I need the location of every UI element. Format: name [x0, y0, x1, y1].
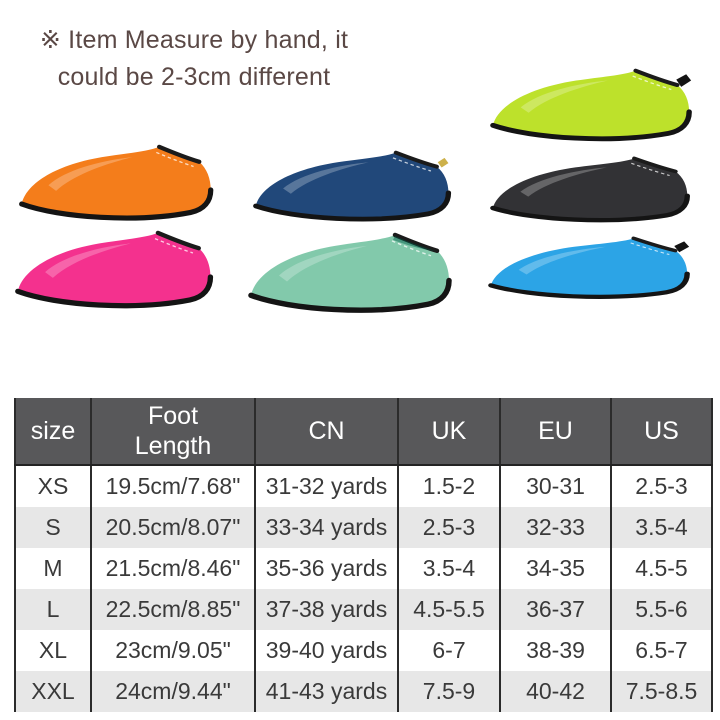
- cell-foot-length: 20.5cm/8.07": [90, 507, 255, 548]
- cell-foot-length: 23cm/9.05": [90, 630, 255, 671]
- col-header-cn: CN: [254, 398, 398, 466]
- shoe-mint-illustration: [245, 232, 465, 327]
- cell-cn: 41-43 yards: [254, 671, 398, 712]
- size-chart-header-row: size Foot Length CN UK EU US: [15, 398, 712, 466]
- cell-us: 3.5-4: [610, 507, 712, 548]
- cell-cn: 37-38 yards: [254, 589, 398, 630]
- cell-eu: 38-39: [499, 630, 611, 671]
- cell-size: XXL: [15, 671, 91, 712]
- shoe-neon-green-illustration: [487, 68, 705, 154]
- col-header-us: US: [610, 398, 712, 466]
- cell-eu: 36-37: [499, 589, 611, 630]
- cell-eu: 40-42: [499, 671, 611, 712]
- cell-uk: 1.5-2: [397, 465, 500, 507]
- shoe-neon-green: [487, 68, 705, 154]
- size-row-xl: XL 23cm/9.05" 39-40 yards 6-7 38-39 6.5-…: [15, 630, 712, 671]
- shoe-pink-illustration: [12, 230, 226, 322]
- shoe-heel-tab: [676, 74, 692, 87]
- cell-eu: 30-31: [499, 465, 611, 507]
- shoe-orange-illustration: [16, 144, 226, 234]
- cell-size: L: [15, 589, 91, 630]
- size-chart-table: size Foot Length CN UK EU US XS 19.5cm/7…: [14, 398, 713, 712]
- cell-cn: 31-32 yards: [254, 465, 398, 507]
- cell-eu: 32-33: [499, 507, 611, 548]
- cell-size: S: [15, 507, 91, 548]
- measure-note: ※ Item Measure by hand, it could be 2-3c…: [26, 22, 362, 96]
- cell-foot-length: 21.5cm/8.46": [90, 548, 255, 589]
- cell-size: M: [15, 548, 91, 589]
- shoe-black-illustration: [487, 156, 703, 234]
- cell-uk: 4.5-5.5: [397, 589, 500, 630]
- cell-us: 7.5-8.5: [610, 671, 712, 712]
- cell-uk: 6-7: [397, 630, 500, 671]
- shoe-orange: [16, 144, 226, 234]
- shoe-mint: [245, 232, 465, 327]
- cell-uk: 2.5-3: [397, 507, 500, 548]
- shoe-pink: [12, 230, 226, 322]
- cell-size: XS: [15, 465, 91, 507]
- col-header-foot-length: Foot Length: [90, 398, 255, 466]
- cell-cn: 33-34 yards: [254, 507, 398, 548]
- shoe-navy: [250, 150, 464, 234]
- shoe-body: [493, 158, 687, 220]
- shoe-blue-illustration: [485, 236, 703, 310]
- shoe-navy-illustration: [250, 150, 464, 234]
- size-row-s: S 20.5cm/8.07" 33-34 yards 2.5-3 32-33 3…: [15, 507, 712, 548]
- col-header-size: size: [15, 398, 91, 466]
- col-header-uk: UK: [397, 398, 500, 466]
- size-row-m: M 21.5cm/8.46" 35-36 yards 3.5-4 34-35 4…: [15, 548, 712, 589]
- cell-us: 6.5-7: [610, 630, 712, 671]
- cell-uk: 3.5-4: [397, 548, 500, 589]
- size-row-xs: XS 19.5cm/7.68" 31-32 yards 1.5-2 30-31 …: [15, 465, 712, 507]
- measure-note-line1: ※ Item Measure by hand, it: [39, 26, 349, 54]
- shoe-body: [256, 153, 449, 219]
- cell-size: XL: [15, 630, 91, 671]
- cell-eu: 34-35: [499, 548, 611, 589]
- size-row-l: L 22.5cm/8.85" 37-38 yards 4.5-5.5 36-37…: [15, 589, 712, 630]
- cell-us: 2.5-3: [610, 465, 712, 507]
- shoe-black: [487, 156, 703, 234]
- shoe-body: [493, 71, 689, 139]
- shoe-body: [22, 147, 211, 218]
- shoe-heel-tab: [674, 241, 690, 253]
- cell-foot-length: 22.5cm/8.85": [90, 589, 255, 630]
- shoe-body: [18, 233, 211, 306]
- size-row-xxl: XXL 24cm/9.44" 41-43 yards 7.5-9 40-42 7…: [15, 671, 712, 712]
- shoe-body: [491, 238, 687, 297]
- cell-us: 5.5-6: [610, 589, 712, 630]
- cell-cn: 35-36 yards: [254, 548, 398, 589]
- cell-foot-length: 19.5cm/7.68": [90, 465, 255, 507]
- cell-cn: 39-40 yards: [254, 630, 398, 671]
- cell-us: 4.5-5: [610, 548, 712, 589]
- cell-foot-length: 24cm/9.44": [90, 671, 255, 712]
- shoe-blue: [485, 236, 703, 310]
- shoe-heel-tab: [437, 157, 449, 168]
- measure-note-line2: could be 2-3cm different: [57, 63, 331, 91]
- cell-uk: 7.5-9: [397, 671, 500, 712]
- col-header-eu: EU: [499, 398, 611, 466]
- shoe-collar-interior: [393, 235, 435, 251]
